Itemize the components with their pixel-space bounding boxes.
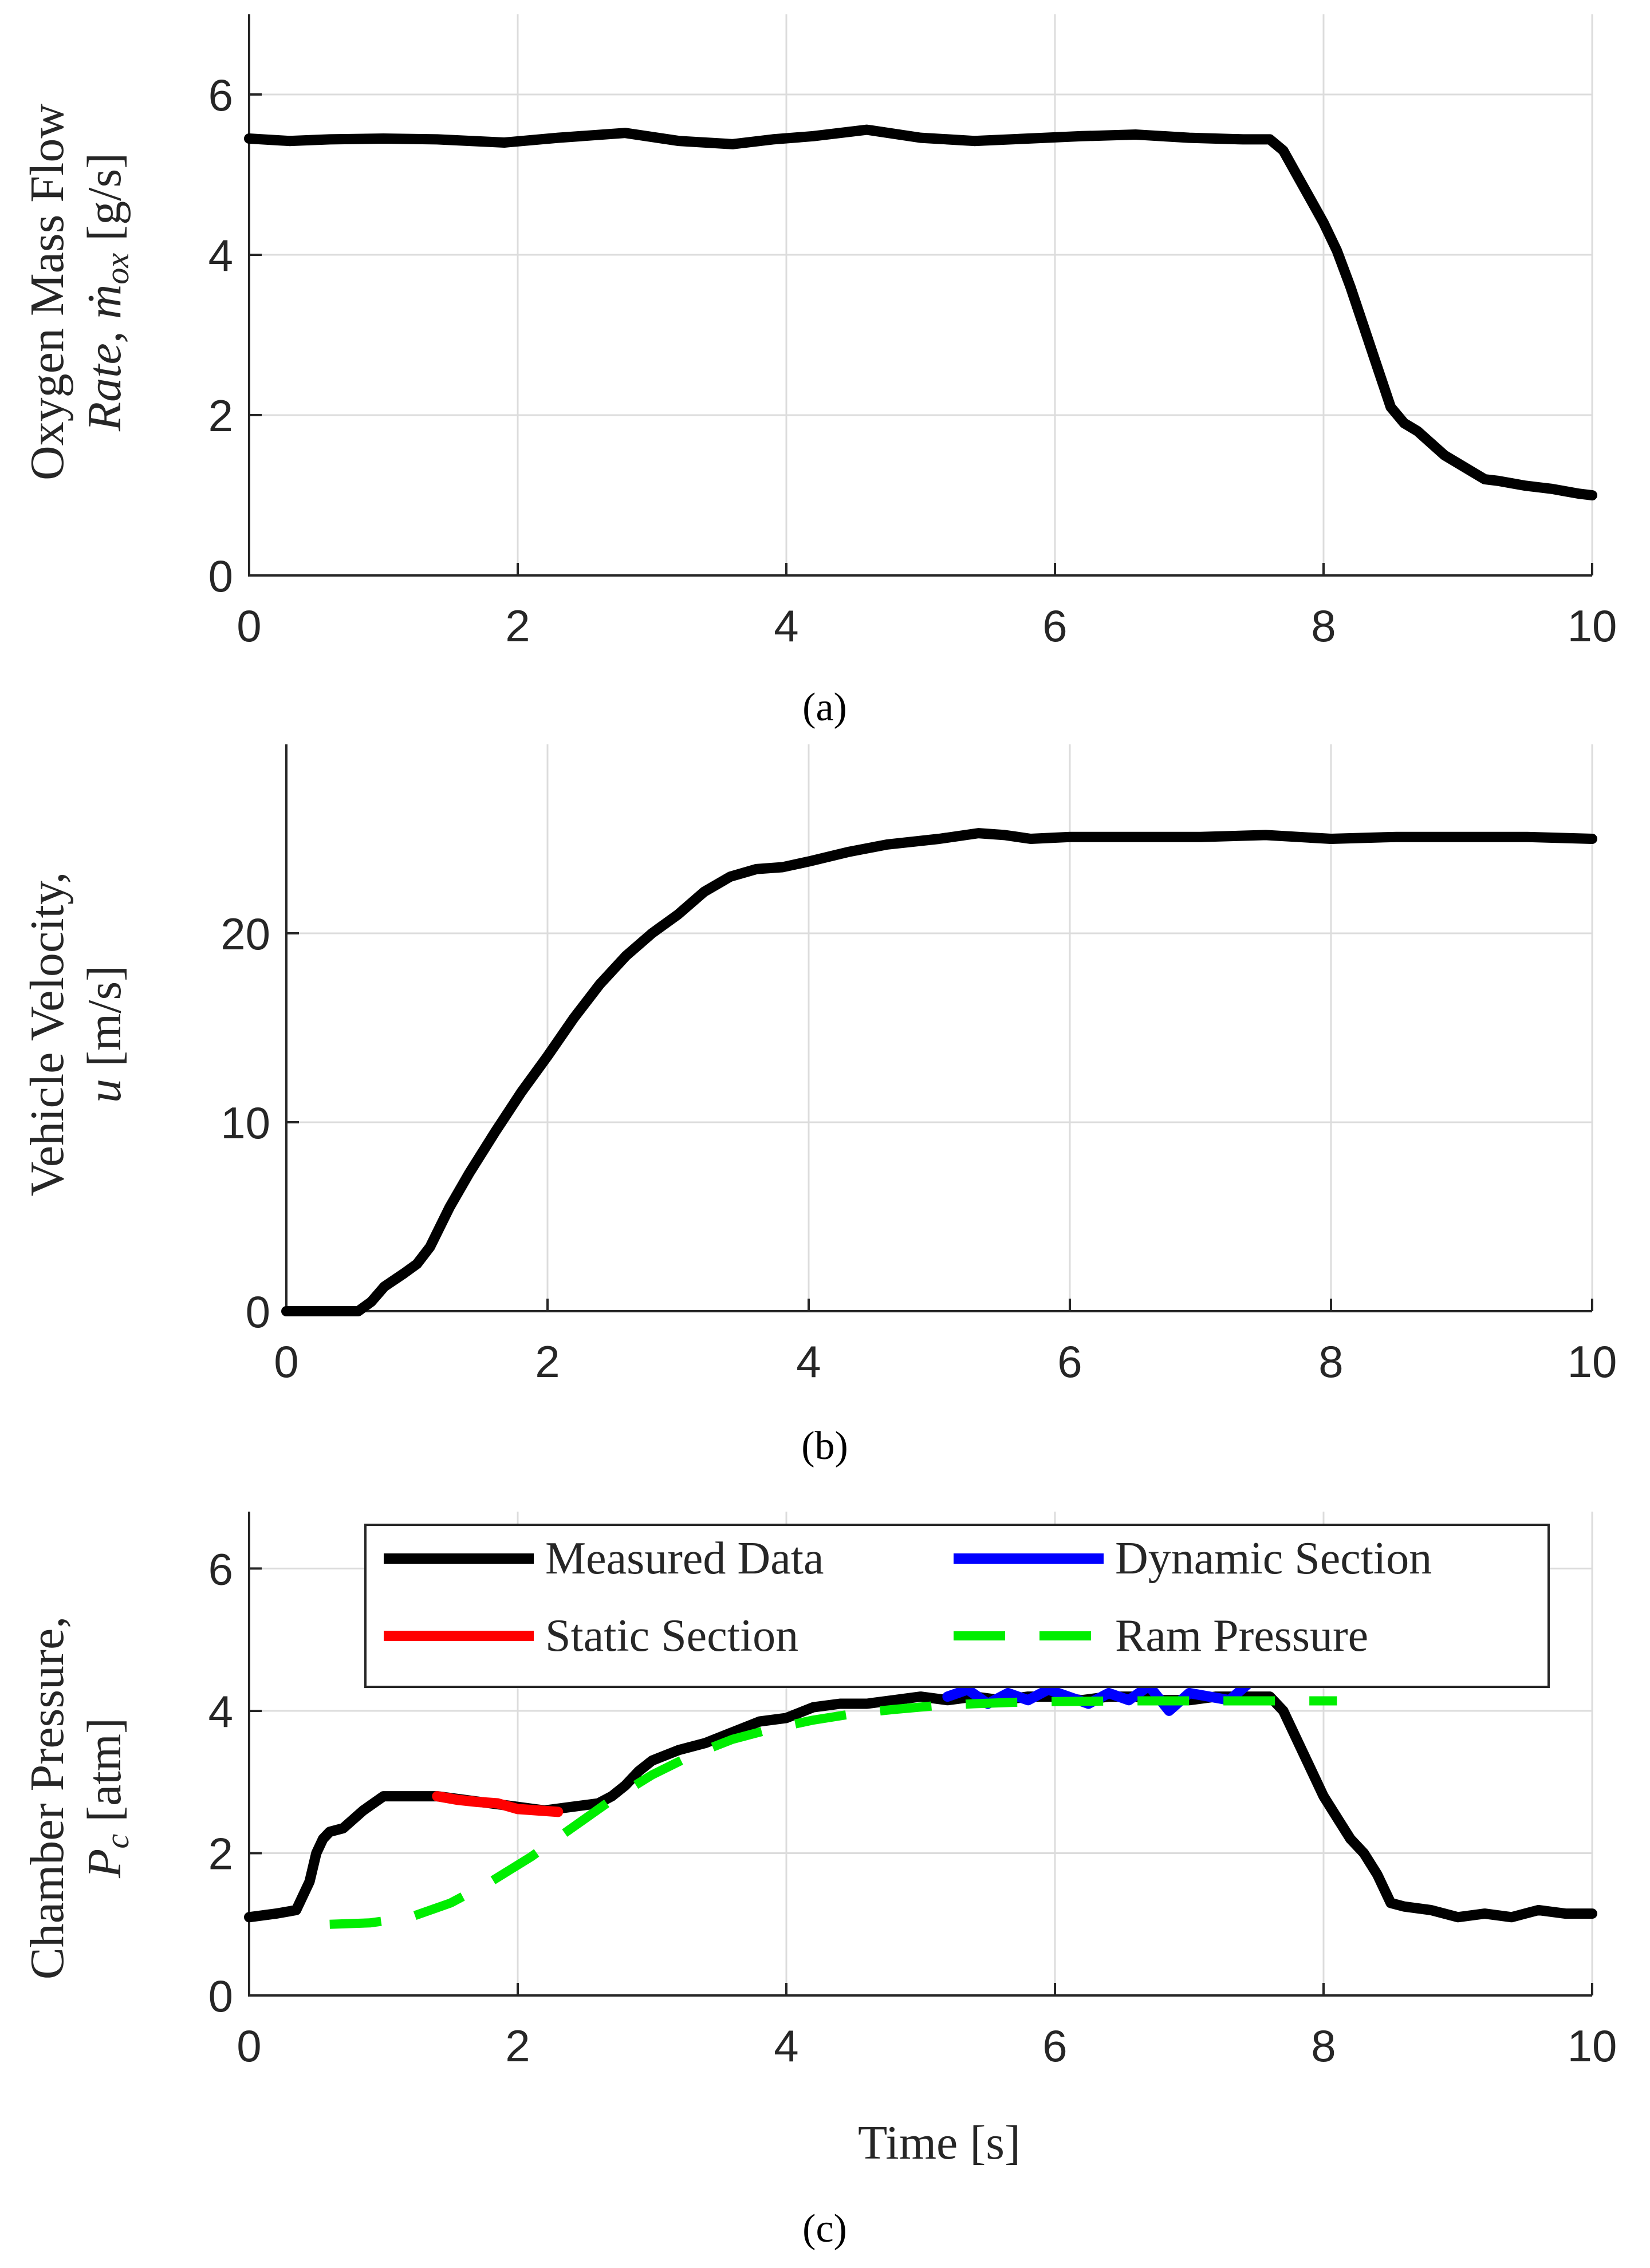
panel-c-xtick-label-1: 2 bbox=[505, 2021, 530, 2071]
legend-label-3: Ram Pressure bbox=[1115, 1611, 1368, 1661]
legend-box bbox=[364, 1524, 1550, 1688]
panel-a-xtick-label-0: 0 bbox=[237, 601, 261, 651]
legend-label-2: Static Section bbox=[545, 1611, 798, 1661]
panel-c-ylabel-line1: Chamber Pressure, bbox=[21, 1616, 74, 1980]
panel-b-ytick-label-2: 20 bbox=[220, 909, 270, 959]
panel-a-series-oxygen-mass-flow-rate bbox=[244, 124, 1597, 500]
panel-a-ylabel-line1: Oxygen Mass Flow bbox=[21, 104, 74, 480]
panel-c-ytick-label-3: 6 bbox=[208, 1544, 233, 1594]
panel-a-ytick-label-0: 0 bbox=[208, 551, 233, 601]
panel-a-ylabel-unit: [g/s] bbox=[78, 153, 131, 253]
panel-c-ytick-label-2: 4 bbox=[208, 1686, 233, 1737]
panel-c-ytick-label-0: 0 bbox=[208, 1971, 233, 2021]
panel-c-xtick-label-5: 10 bbox=[1568, 2021, 1617, 2071]
panel-c-xtick-label-4: 8 bbox=[1311, 2021, 1336, 2071]
panel-b: Vehicle Velocity, u [m/s] (b) 0 2 4 6 8 10 0 10… bbox=[21, 744, 1617, 1468]
panel-a-xtick-label-2: 4 bbox=[774, 601, 798, 651]
panel-b-xtick-label-0: 0 bbox=[274, 1336, 298, 1387]
panel-c-series-measured-data bbox=[244, 1691, 1597, 1923]
panel-a-ylabel-subscript: ox bbox=[99, 253, 136, 285]
panel-b-xtick-label-5: 10 bbox=[1568, 1336, 1617, 1387]
panel-a-ylabel-line2: Rate, ṁox [g/s] bbox=[78, 153, 136, 432]
panel-b-ylabel-symbol: u bbox=[78, 1079, 131, 1103]
panel-b-series-vehicle-velocity bbox=[281, 828, 1597, 1316]
panel-c-caption: (c) bbox=[802, 2207, 847, 2251]
panel-b-ylabel-unit: [m/s] bbox=[78, 965, 131, 1079]
panel-c-xtick-label-3: 6 bbox=[1042, 2021, 1067, 2071]
panel-b-xtick-label-1: 2 bbox=[535, 1336, 560, 1387]
panel-c-series-ram-pressure bbox=[329, 1696, 1337, 1929]
panel-a-ytick-label-3: 6 bbox=[208, 70, 233, 120]
panel-a-xtick-label-5: 10 bbox=[1568, 601, 1617, 651]
panel-a: Oxygen Mass Flow Rate, ṁox [g/s] (a) 0 2 4… bbox=[21, 14, 1617, 729]
panel-c-ytick-label-1: 2 bbox=[208, 1828, 233, 1879]
panel-c: Chamber Pressure, Pc [atm] Time [s] (c) … bbox=[21, 1512, 1617, 2251]
panel-a-xtick-label-4: 8 bbox=[1311, 601, 1336, 651]
panel-b-caption: (b) bbox=[801, 1424, 848, 1468]
legend-label-1: Dynamic Section bbox=[1115, 1533, 1432, 1584]
panel-b-ylabel-line1: Vehicle Velocity, bbox=[21, 872, 74, 1197]
panel-a-caption: (a) bbox=[802, 685, 847, 729]
panel-b-ytick-label-1: 10 bbox=[220, 1098, 270, 1148]
panel-c-xtick-label-2: 4 bbox=[774, 2021, 798, 2071]
panel-a-ytick-label-2: 4 bbox=[208, 230, 233, 281]
panel-a-xtick-label-3: 6 bbox=[1042, 601, 1067, 651]
panel-c-ylabel-subscript: c bbox=[99, 1834, 136, 1849]
panel-c-xtick-label-0: 0 bbox=[237, 2021, 261, 2071]
panel-b-ytick-label-0: 0 bbox=[246, 1287, 270, 1337]
panel-b-xtick-label-3: 6 bbox=[1057, 1336, 1082, 1387]
panel-c-ylabel-symbol: P bbox=[78, 1849, 131, 1879]
panel-b-xtick-label-2: 4 bbox=[796, 1336, 821, 1387]
panel-a-ylabel-rate: Rate, ṁ bbox=[78, 285, 131, 432]
panel-c-ylabel-unit: [atm] bbox=[78, 1718, 131, 1834]
panel-a-ytick-label-1: 2 bbox=[208, 391, 233, 441]
panel-c-ylabel-line2: Pc [atm] bbox=[78, 1718, 136, 1879]
panel-b-ylabel-line2: u [m/s] bbox=[78, 965, 131, 1103]
panel-c-series-static-section bbox=[432, 1791, 564, 1817]
legend: Measured Data Dynamic Section Static Secti… bbox=[364, 1524, 1550, 1688]
panel-a-xtick-label-1: 2 bbox=[505, 601, 530, 651]
panel-c-xlabel: Time [s] bbox=[858, 2116, 1021, 2170]
panel-b-xtick-label-4: 8 bbox=[1318, 1336, 1343, 1387]
legend-label-0: Measured Data bbox=[545, 1533, 824, 1584]
